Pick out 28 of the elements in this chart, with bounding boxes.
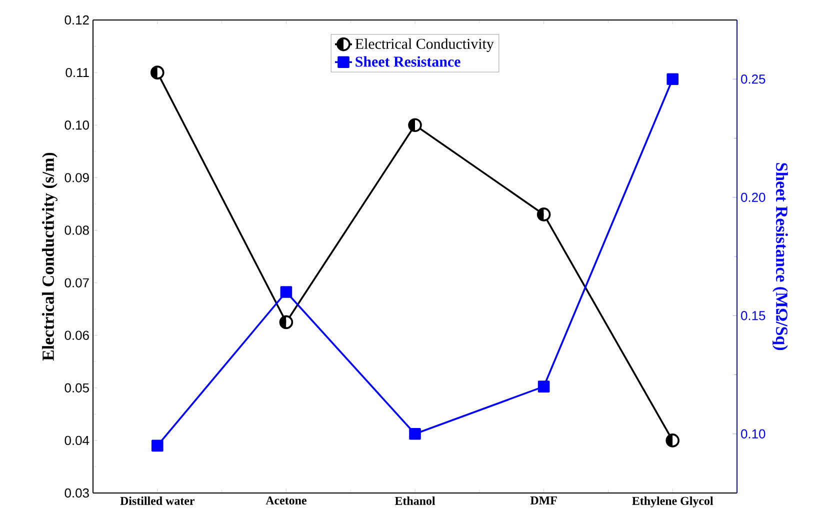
x-tick-label: Ethanol (394, 496, 436, 505)
y2-tick-label: 0.20 (741, 192, 766, 202)
legend-label: Sheet Resistance (356, 56, 460, 67)
y2-axis-title: Sheet Resistance (MΩ/Sq) (772, 163, 788, 350)
point (666, 73, 678, 86)
y2-tick-label: 0.15 (741, 311, 766, 320)
y-tick-label: 0.09 (64, 173, 89, 182)
x-tick-label: Acetone (266, 496, 306, 505)
y-tick-label: 0.11 (66, 68, 89, 78)
y2-tick-label: 0.10 (741, 429, 766, 438)
y-tick-label: 0.12 (64, 15, 89, 25)
y-tick-label: 0.07 (64, 278, 89, 288)
y-tick-label: 0.10 (64, 120, 89, 130)
y-tick-label: 0.08 (64, 226, 89, 235)
x-tick-label: Distilled water (120, 496, 194, 505)
x-tick-label: Ethylene Glycol (632, 496, 714, 508)
y-tick-label: 0.06 (64, 330, 89, 340)
point (409, 428, 421, 440)
point (152, 440, 164, 452)
y-tick-label: 0.05 (64, 383, 89, 392)
x-tick-label: DMF (530, 496, 557, 504)
y-axis-title: Electrical Conductivity (s/m) (42, 152, 58, 361)
legend-label: Electrical Conductivity (355, 38, 494, 52)
y-tick-label: 0.03 (64, 488, 89, 498)
y-tick-label: 0.04 (64, 436, 90, 446)
y2-tick-label: 0.25 (741, 74, 766, 84)
point (280, 286, 292, 298)
point (538, 380, 550, 392)
